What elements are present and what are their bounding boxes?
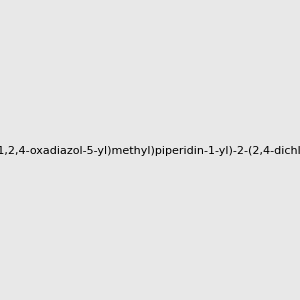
Text: 1-(3-((3-Cyclopropyl-1,2,4-oxadiazol-5-yl)methyl)piperidin-1-yl)-2-(2,4-dichloro: 1-(3-((3-Cyclopropyl-1,2,4-oxadiazol-5-y… bbox=[0, 146, 300, 157]
